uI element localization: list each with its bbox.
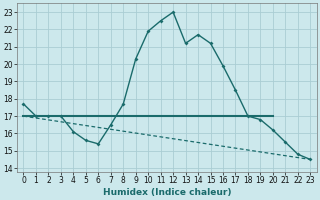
X-axis label: Humidex (Indice chaleur): Humidex (Indice chaleur)	[103, 188, 231, 197]
